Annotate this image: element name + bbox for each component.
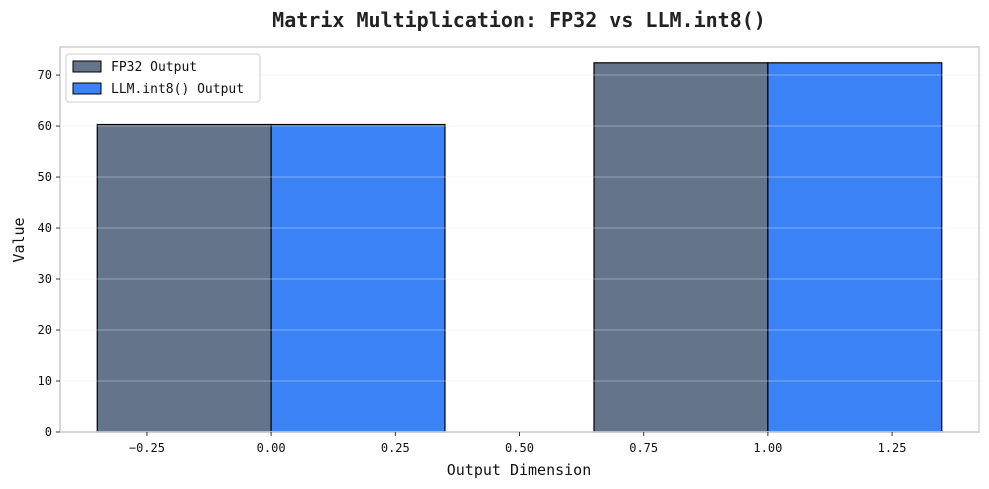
bar-series1-point0 <box>270 123 446 433</box>
y-tick-label-1: 10 <box>38 374 52 388</box>
legend-swatch-fp32 <box>72 60 102 73</box>
legend-label-fp32: FP32 Output <box>111 60 197 75</box>
x-tick-label-1: 0.00 <box>257 441 286 455</box>
bar-series0-point1 <box>593 62 769 433</box>
y-tick-label-4: 40 <box>38 221 52 235</box>
x-tick-label-5: 1.00 <box>753 441 782 455</box>
y-tick-label-3: 30 <box>38 272 52 286</box>
y-tick-label-0: 0 <box>45 425 52 439</box>
x-tick-label-3: 0.50 <box>505 441 534 455</box>
legend-swatch-int8 <box>72 82 102 95</box>
legend: FP32 Output LLM.int8() Output <box>65 53 261 103</box>
y-axis-label: Value <box>10 217 28 262</box>
x-tick-label-0: −0.25 <box>129 441 165 455</box>
bar-series1-point1 <box>767 62 943 433</box>
y-ticks: 0 10 20 30 40 50 60 70 <box>38 68 60 439</box>
y-tick-label-2: 20 <box>38 323 52 337</box>
x-tick-label-6: 1.25 <box>878 441 907 455</box>
x-tick-label-4: 0.75 <box>629 441 658 455</box>
x-ticks: −0.25 0.00 0.25 0.50 0.75 1.00 1.25 <box>129 432 907 455</box>
chart-title: Matrix Multiplication: FP32 vs LLM.int8(… <box>272 8 766 32</box>
legend-label-int8: LLM.int8() Output <box>111 82 244 97</box>
y-tick-label-6: 60 <box>38 119 52 133</box>
y-tick-label-7: 70 <box>38 68 52 82</box>
legend-box <box>65 53 261 103</box>
x-axis-label: Output Dimension <box>447 461 592 479</box>
bar-series0-point0 <box>96 123 272 433</box>
y-tick-label-5: 50 <box>38 170 52 184</box>
x-tick-label-2: 0.25 <box>381 441 410 455</box>
